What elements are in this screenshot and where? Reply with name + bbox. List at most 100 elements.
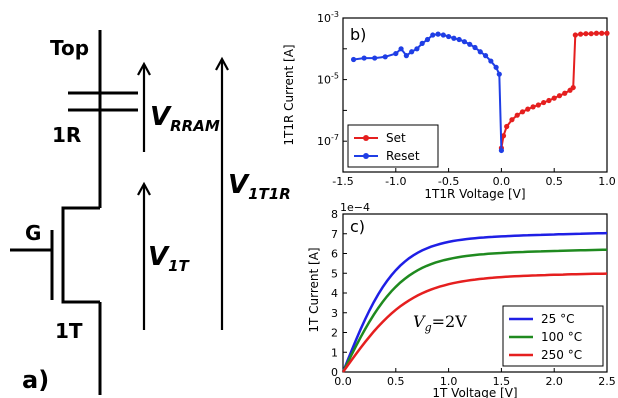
chart-b-ytick-label: 10-5: [317, 72, 339, 87]
chart-b-point: [525, 106, 531, 112]
chart-b-point: [593, 30, 600, 36]
chart-b-point: [446, 33, 452, 40]
chart-b-point: [578, 31, 584, 37]
chart-c-xtick-label: 2.0: [545, 375, 563, 388]
chart-c-ytick-label: 4: [331, 287, 338, 300]
gate-label: G: [25, 221, 41, 245]
chart-c-legend-label: 100 °C: [541, 330, 582, 344]
chart-b-point: [498, 147, 504, 154]
transistor-drain: [61, 206, 100, 304]
transistor-label: 1T: [55, 319, 83, 343]
chart-c-ytick-label: 0: [331, 366, 338, 379]
chart-b-point: [588, 31, 594, 37]
chart-b-point: [583, 31, 589, 37]
chart-b-legend-label: Reset: [386, 149, 420, 163]
chart-b-point: [424, 36, 431, 43]
chart-b-point: [509, 117, 515, 123]
chart-b-point: [519, 109, 526, 115]
chart-c-ytick-label: 2: [331, 327, 338, 340]
chart-b-point: [535, 102, 541, 108]
chart-b-point: [482, 53, 489, 59]
chart-b-point: [570, 84, 576, 91]
chart-b-point: [541, 99, 547, 106]
chart-b-point: [556, 93, 563, 99]
chart-b-point: [599, 30, 605, 36]
top-label: Top: [50, 36, 89, 60]
chart-b-point: [604, 30, 610, 36]
chart-b-xtick-label: -0.5: [438, 175, 459, 188]
chart-b-point: [530, 104, 536, 110]
chart-c-xtick-label: 0.5: [387, 375, 405, 388]
chart-b-legend-marker: [363, 153, 369, 159]
chart-b-point: [435, 31, 441, 37]
chart-c-xtick-label: 0.0: [334, 375, 352, 388]
chart-b-point: [504, 123, 510, 130]
chart-b-point: [414, 46, 420, 52]
chart-b-ytick-label: 10-3: [317, 10, 339, 25]
chart-c-ytick-label: 1: [331, 346, 338, 359]
chart-c-ytick-label: 6: [331, 248, 338, 261]
voltage-arrows: [137, 56, 229, 330]
circuit-schematic: [10, 30, 138, 395]
chart-b-point: [451, 35, 457, 41]
chart-b-point: [419, 40, 425, 46]
chart-b-point: [398, 46, 404, 52]
chart-b-point: [403, 53, 409, 59]
chart-b-point: [477, 49, 483, 55]
chart-c-series-line: [341, 272, 608, 373]
chart-c-ytick-label: 7: [331, 228, 338, 241]
chart-b-point: [372, 55, 378, 61]
chart-b-point: [514, 112, 520, 118]
chart-b-point: [467, 41, 473, 47]
chart-c-legend-label: 250 °C: [541, 348, 582, 362]
chart-c-ytick-label: 5: [331, 267, 338, 280]
chart-c-legend-label: 25 °C: [541, 312, 574, 326]
arrow-v-1t1r-head: [215, 56, 229, 71]
chart-b-point: [500, 133, 507, 139]
rram-label: 1R: [52, 123, 81, 147]
chart-c-series-line: [341, 231, 608, 373]
chart-c-scale-note: 1e−4: [340, 201, 370, 214]
chart-c-xtick-label: 1.5: [493, 375, 511, 388]
chart-b-xlabel: 1T1R Voltage [V]: [424, 187, 525, 201]
panel-a-label: a): [22, 366, 49, 394]
arrow-v-1t-head: [137, 181, 151, 196]
chart-b-point: [493, 64, 499, 70]
chart-b-legend-marker: [363, 135, 369, 141]
chart-b-point: [496, 71, 502, 77]
chart-b-point: [488, 58, 494, 64]
chart-b-legend: [347, 124, 439, 168]
chart-c-ylabel: 1T Current [A]: [307, 247, 321, 332]
chart-b-xtick-label: 0.0: [493, 175, 511, 188]
chart-b-legend-label: Set: [386, 131, 406, 145]
chart-c-xtick-label: 2.5: [598, 375, 616, 388]
chart-b: b) 1T1R Voltage [V] 1T1R Current [A] -1.…: [282, 10, 616, 201]
v-rram-label: VRRAM: [150, 102, 220, 135]
chart-b-point: [393, 50, 399, 57]
arrow-v-rram-head: [137, 61, 151, 76]
chart-b-point: [546, 97, 552, 104]
chart-b-point: [572, 32, 578, 38]
chart-b-point: [456, 36, 462, 43]
v-1t1r-label: V1T1R: [228, 170, 291, 203]
v-1t-label: V1T: [148, 242, 191, 275]
chart-c-xlabel: 1T Voltage [V]: [432, 386, 517, 398]
chart-b-point: [461, 39, 468, 45]
chart-b-point: [430, 32, 436, 38]
chart-b-panel-label: b): [350, 25, 366, 44]
chart-b-point: [440, 32, 446, 38]
chart-b-xtick-label: 1.0: [598, 175, 616, 188]
chart-b-point: [382, 54, 388, 60]
chart-c-ytick-label: 8: [331, 208, 338, 221]
chart-c-xtick-label: 1.0: [440, 375, 458, 388]
chart-c-ytick-label: 3: [331, 307, 338, 320]
chart-b-series-line: [500, 32, 607, 149]
chart-b-point: [562, 90, 568, 96]
chart-b-point: [409, 49, 415, 55]
chart-c-panel-label: c): [350, 217, 365, 236]
chart-b-point: [361, 55, 367, 61]
chart-c: c) 1e−4 1T Voltage [V] 1T Current [A] Vg…: [307, 201, 616, 398]
chart-b-point: [472, 44, 478, 51]
chart-c-annotation: Vg=2V: [413, 312, 467, 334]
